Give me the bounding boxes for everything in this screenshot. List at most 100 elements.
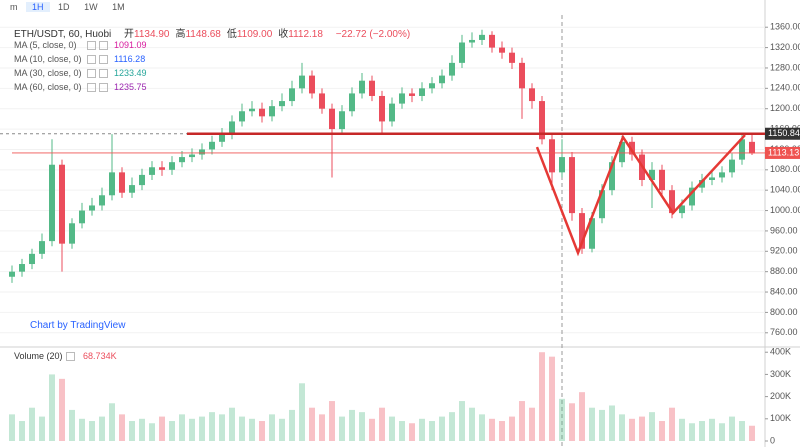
candle-body (99, 195, 105, 206)
volume-tick-label: 100K (770, 413, 791, 423)
candle-body (29, 253, 35, 265)
volume-bar (229, 407, 235, 441)
volume-value: 68.734K (83, 351, 117, 361)
y-tick-label: 800.00 (770, 307, 798, 317)
volume-bar (269, 414, 275, 441)
volume-bar (599, 409, 605, 441)
interval-button[interactable]: m (10, 2, 18, 12)
volume-bar (549, 356, 555, 441)
volume-bar (489, 418, 495, 441)
candle-body (339, 111, 345, 130)
candle-body (139, 174, 145, 186)
field-label: 开 (124, 29, 135, 40)
volume-bar (459, 401, 465, 441)
field-label: 高 (175, 29, 186, 40)
candle-body (379, 95, 385, 122)
candle-body (559, 157, 565, 173)
candle-body (189, 154, 195, 158)
settings-icon (99, 69, 108, 79)
settings-icon (87, 69, 96, 79)
candle-body (459, 42, 465, 63)
volume-bar (39, 416, 45, 441)
volume-bar (669, 407, 675, 441)
candle-body (349, 93, 355, 112)
y-tick-label: 920.00 (770, 246, 798, 256)
volume-bar (589, 407, 595, 441)
candle-body (699, 180, 705, 188)
candle-body (329, 108, 335, 130)
y-tick-label: 840.00 (770, 286, 798, 296)
interval-button[interactable]: 1M (112, 2, 125, 12)
volume-bar (109, 403, 115, 441)
candle-body (499, 47, 505, 53)
settings-icon (87, 55, 96, 65)
volume-bar (79, 418, 85, 441)
candle-body (509, 52, 515, 63)
settings-icon (99, 83, 108, 93)
field-value: 1134.90 (134, 29, 170, 40)
candle-body (9, 271, 15, 277)
volume-bar (749, 425, 755, 441)
volume-bar (239, 416, 245, 441)
candle-body (739, 139, 745, 160)
candle-body (49, 164, 55, 242)
volume-bar (719, 423, 725, 441)
candle-body (399, 93, 405, 104)
volume-bar (189, 418, 195, 441)
interval-button[interactable]: 1H (26, 2, 50, 12)
volume-bar (739, 421, 745, 441)
candle-body (609, 162, 615, 191)
y-tick-label: 880.00 (770, 266, 798, 276)
candle-body (629, 141, 635, 155)
candle-body (449, 62, 455, 76)
volume-bar (429, 421, 435, 441)
volume-bar (479, 414, 485, 441)
candle-body (709, 177, 715, 180)
settings-icon[interactable] (65, 352, 75, 362)
candle-body (209, 141, 215, 150)
candle-body (299, 75, 305, 89)
volume-bar (659, 421, 665, 441)
volume-bar (399, 421, 405, 441)
volume-bar (689, 423, 695, 441)
volume-bar (209, 412, 215, 441)
volume-bar (629, 418, 635, 441)
volume-tick-label: 300K (770, 369, 791, 379)
candle-body (109, 172, 115, 196)
symbol-title: ETH/USDT, 60, Huobi (14, 29, 112, 40)
volume-bar (729, 416, 735, 441)
volume-bar (699, 421, 705, 441)
candle-body (259, 108, 265, 117)
volume-bar (359, 412, 365, 441)
candle-body (129, 185, 135, 193)
volume-tick-label: 0 (770, 435, 775, 445)
candle-body (659, 169, 665, 191)
volume-bar (619, 414, 625, 441)
indicator-name: MA (30, close, 0) (14, 68, 82, 78)
interval-button[interactable]: 1D (58, 2, 70, 12)
volume-tick-label: 400K (770, 347, 791, 357)
volume-bar (199, 416, 205, 441)
candle-body (479, 34, 485, 40)
y-tick-label: 1200.00 (770, 103, 800, 113)
candle-body (39, 241, 45, 254)
indicator-row: MA (5, close, 0) 1091.09 (14, 38, 147, 52)
candle-body (249, 108, 255, 112)
volume-tick-label: 200K (770, 391, 791, 401)
candle-body (649, 169, 655, 180)
volume-bar (579, 392, 585, 441)
settings-icon (87, 41, 96, 51)
volume-bar (279, 418, 285, 441)
candle-body (179, 157, 185, 163)
y-tick-label: 1280.00 (770, 62, 800, 72)
interval-button[interactable]: 1W (84, 2, 98, 12)
y-tick-label: 1080.00 (770, 164, 800, 174)
volume-bar (649, 412, 655, 441)
volume-bar (129, 421, 135, 441)
volume-bar (379, 407, 385, 441)
candle-body (529, 88, 535, 102)
volume-bar (419, 418, 425, 441)
volume-bar (539, 352, 545, 441)
volume-bar (339, 416, 345, 441)
